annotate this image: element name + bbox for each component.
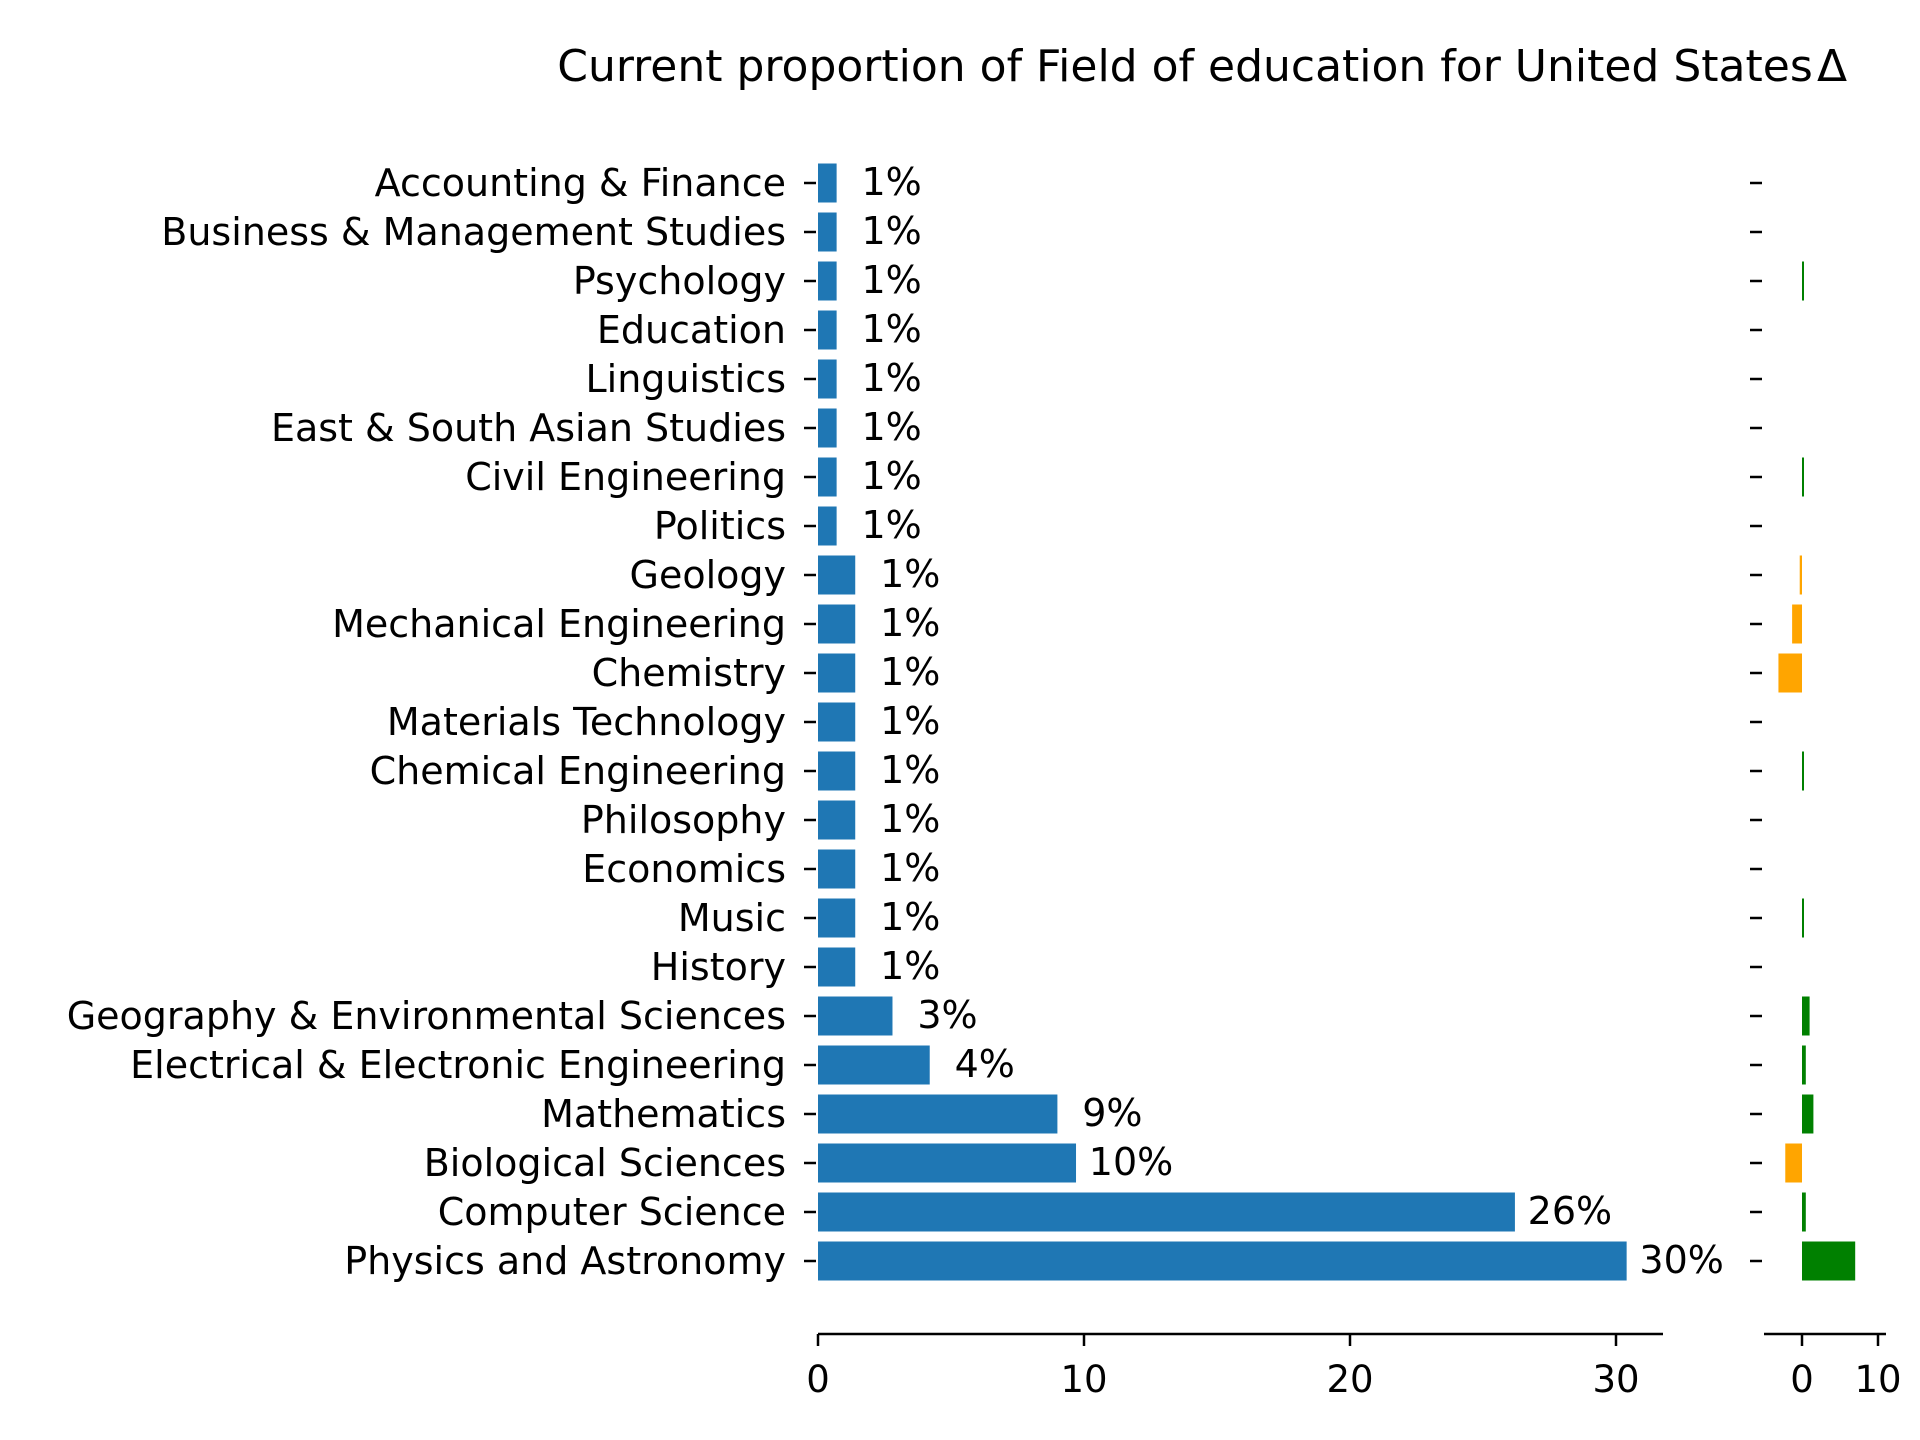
bar-data-label: 1% (861, 405, 921, 449)
delta-x-tick-label: 0 (1790, 1358, 1814, 1401)
category-label: Politics (654, 504, 786, 548)
category-label: Physics and Astronomy (344, 1239, 786, 1283)
bar (818, 996, 893, 1036)
bar-data-label: 1% (880, 846, 940, 890)
bar-data-label: 4% (955, 1042, 1015, 1086)
bar (818, 310, 837, 350)
category-label: Linguistics (585, 357, 786, 401)
category-label: Geography & Environmental Sciences (67, 994, 786, 1038)
category-label: Electrical & Electronic Engineering (130, 1043, 786, 1087)
left-x-tick-label: 20 (1326, 1358, 1373, 1401)
bar-data-label: 1% (861, 503, 921, 547)
bar-data-label: 1% (861, 356, 921, 400)
bar (818, 555, 856, 595)
bar (818, 604, 856, 644)
bar (818, 1143, 1077, 1183)
category-label: Mathematics (541, 1092, 786, 1136)
bar-data-label: 1% (861, 454, 921, 498)
category-label: Biological Sciences (424, 1141, 786, 1185)
bar (818, 359, 837, 399)
bar-data-label: 1% (861, 209, 921, 253)
delta-bar (1802, 1192, 1806, 1232)
delta-bar (1802, 898, 1804, 938)
bar (818, 1094, 1058, 1134)
delta-bars (1778, 261, 1856, 1281)
bar (818, 1241, 1627, 1281)
category-label: Business & Management Studies (161, 210, 786, 254)
category-label: Economics (582, 847, 786, 891)
bar (818, 898, 856, 938)
category-label: Civil Engineering (465, 455, 786, 499)
bar-data-label: 1% (880, 895, 940, 939)
category-label: Chemical Engineering (370, 749, 786, 793)
category-label: Materials Technology (387, 700, 786, 744)
bar-data-label: 1% (861, 160, 921, 204)
bar-data-label: 1% (880, 601, 940, 645)
left-x-tick-label: 0 (806, 1358, 830, 1401)
bar (818, 212, 837, 252)
bar-data-label: 10% (1089, 1140, 1173, 1184)
delta-bar (1802, 996, 1810, 1036)
bar-data-label: 1% (880, 650, 940, 694)
bar-data-label: 1% (880, 699, 940, 743)
delta-bar-panel: 0 10 (1750, 181, 1902, 1401)
category-label: Psychology (573, 259, 786, 303)
bar (818, 408, 837, 448)
bar-data-label: 1% (880, 797, 940, 841)
bar (818, 947, 856, 987)
delta-bar (1802, 1241, 1856, 1281)
category-label: East & South Asian Studies (271, 406, 786, 450)
left-bars (818, 163, 1627, 1281)
chart-title: Current proportion of Field of education… (557, 41, 1813, 92)
delta-bar (1802, 261, 1804, 301)
delta-x-tick-label: 10 (1854, 1358, 1901, 1401)
left-x-tick-label: 30 (1592, 1358, 1639, 1401)
bar-data-label: 1% (880, 748, 940, 792)
bar-data-label: 1% (880, 552, 940, 596)
category-label: Philosophy (581, 798, 786, 842)
bar (818, 653, 856, 693)
bar-data-label: 1% (880, 944, 940, 988)
category-label: Education (597, 308, 786, 352)
bar (818, 1045, 930, 1085)
left-data-labels: 1% 1% 1% 1% 1% 1% 1% 1% 1% 1% 1% 1% 1% 1% 1% 1% 1% 3% 4% 9%… (861, 160, 1723, 1282)
category-label: Computer Science (438, 1190, 786, 1234)
bar-data-label: 1% (861, 307, 921, 351)
bar-data-label: 30% (1639, 1238, 1723, 1282)
category-label: Geology (630, 553, 787, 597)
bar-data-label: 3% (917, 993, 977, 1037)
delta-bar (1792, 604, 1802, 644)
bar (818, 506, 837, 546)
category-label: Mechanical Engineering (332, 602, 786, 646)
delta-bar (1802, 1045, 1806, 1085)
delta-bar (1799, 555, 1802, 595)
bar (818, 702, 856, 742)
category-label: Music (678, 896, 786, 940)
delta-bar (1802, 457, 1804, 497)
delta-bar (1778, 653, 1802, 693)
delta-panel-title: Δ (1817, 41, 1847, 92)
bar-data-label: 26% (1528, 1189, 1612, 1233)
bar (818, 849, 856, 889)
left-bar-panel: 0 10 20 30 Accounting & Finance Business & Ma… (67, 161, 1663, 1401)
bar (818, 800, 856, 840)
bar (818, 261, 837, 301)
bar (818, 1192, 1515, 1232)
delta-bar (1802, 1094, 1814, 1134)
bar (818, 751, 856, 791)
bar-data-label: 1% (861, 258, 921, 302)
bar (818, 457, 837, 497)
bar-data-label: 9% (1082, 1091, 1142, 1135)
category-label: Chemistry (592, 651, 786, 695)
category-label: Accounting & Finance (375, 161, 786, 205)
left-x-tick-label: 10 (1060, 1358, 1107, 1401)
bar (818, 163, 837, 203)
delta-bar (1802, 751, 1804, 791)
delta-bar (1785, 1143, 1802, 1183)
category-label: History (651, 945, 786, 989)
